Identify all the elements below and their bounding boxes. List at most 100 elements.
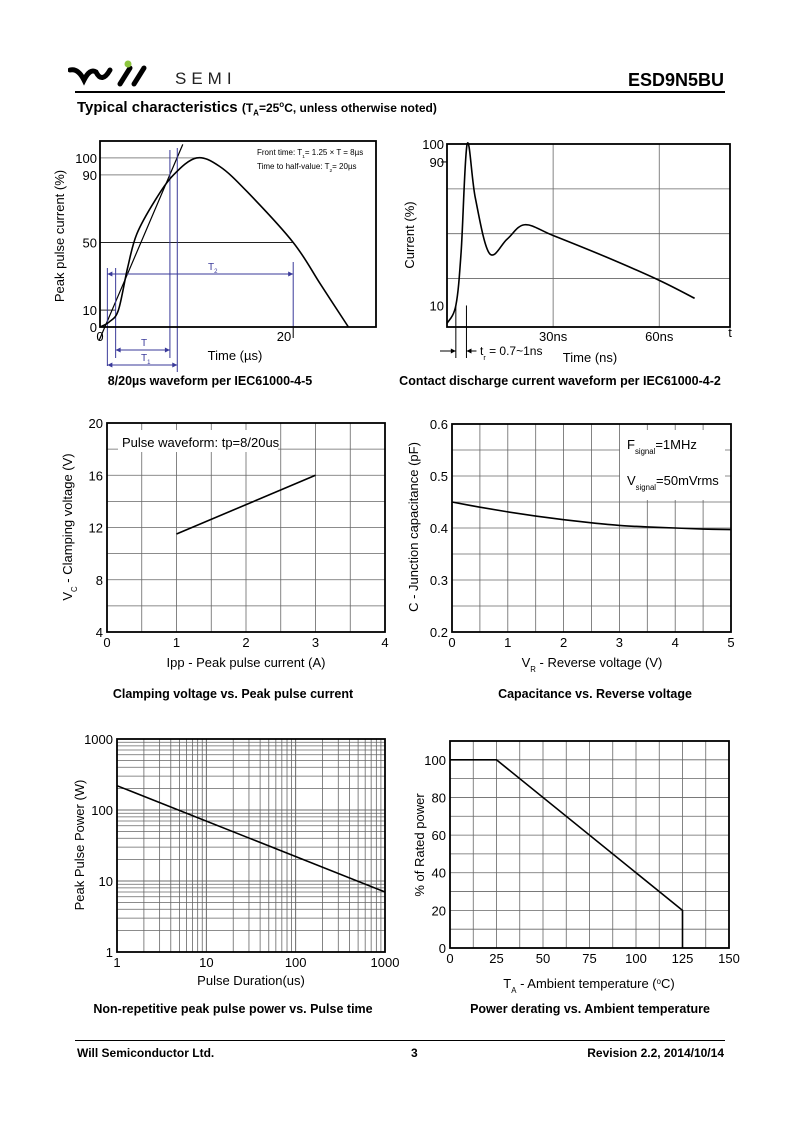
chart-caption-part: Contact discharge current waveform per I…	[399, 374, 721, 388]
x-axis-label: VR - Reverse voltage (V)	[522, 655, 663, 674]
y-tick-label-part: 10	[430, 298, 444, 313]
cond-open: (T	[241, 101, 254, 115]
chart-4: 0 1 2 3 4 50.20.30.40.50.6VR - Reverse voltag…	[406, 417, 735, 701]
T-arrow-arrowhead	[115, 347, 121, 353]
y-tick-label: 0.6	[430, 417, 448, 432]
x-tick-label: 0	[446, 951, 453, 966]
T1-arrow-arrowhead	[172, 362, 178, 368]
x-tick-label-part: 150	[718, 951, 740, 966]
gridlines	[450, 741, 729, 948]
y-tick-label-part: 1	[106, 945, 113, 960]
y-tick-label: 50	[83, 235, 97, 250]
x-tick-label-part: 4	[672, 635, 679, 650]
y-tick-label-part: 0	[439, 941, 446, 956]
x-axis-end-label: t	[728, 325, 732, 340]
x-tick-label-part: 125	[672, 951, 694, 966]
y-tick-label: 0	[439, 941, 446, 956]
chart-2: 30ns 60ns 10 90 100 t Time (ns) Current (%) Cont…	[399, 137, 732, 388]
x-tick-label: 1000	[371, 955, 400, 970]
chart-caption: 8/20µs waveform per IEC61000-4-5	[108, 374, 313, 388]
x-tick-label-part: 0	[96, 329, 103, 344]
y-axis-label: VC - Clamping voltage (V)	[60, 453, 79, 600]
signal-voltage-note-part: V	[627, 473, 636, 488]
y-tick-label-part: 20	[432, 903, 446, 918]
gridlines	[107, 423, 385, 632]
x-axis-label-part: Time (ns)	[563, 350, 617, 365]
y-tick-label-part: 50	[83, 235, 97, 250]
x-tick-label-part: 50	[536, 951, 550, 966]
T-label-part: T	[141, 338, 147, 349]
front-slope-line	[98, 144, 184, 341]
y-tick-label: 10	[83, 303, 97, 318]
plot-frame	[451, 423, 732, 633]
x-tick-label: 5	[727, 635, 734, 650]
y-tick-label-part: 10	[99, 874, 113, 889]
y-axis-label-part: C	[70, 586, 79, 592]
T2-label: T2	[208, 262, 218, 275]
series-line	[446, 142, 695, 324]
y-axis-label-part: % of Rated power	[412, 793, 427, 897]
front-time-note-part: 1	[302, 154, 305, 160]
y-tick-label-part: 100	[424, 753, 446, 768]
x-tick-label: 10	[199, 955, 213, 970]
y-axis-label-part: - Clamping voltage (V)	[60, 453, 75, 586]
signal-frequency-note-part: F	[627, 437, 635, 452]
chart-caption-part: Clamping voltage vs. Peak pulse current	[113, 687, 354, 701]
y-tick-label-part: 0	[90, 320, 97, 335]
chart-caption-part: 8/20µs waveform per IEC61000-4-5	[108, 374, 313, 388]
note-bg	[118, 430, 278, 452]
T-arrow-arrowhead	[164, 347, 170, 353]
y-axis-label-part: V	[60, 592, 75, 601]
y-axis-label-part: Current (%)	[402, 201, 417, 268]
x-tick-label-part: 3	[312, 635, 319, 650]
chart-caption: Power derating vs. Ambient temperature	[470, 1002, 710, 1016]
y-tick-label-part: 16	[89, 468, 103, 483]
x-tick-label: 4	[381, 635, 388, 650]
y-tick-label: 100	[422, 137, 444, 152]
y-tick-label: 100	[75, 151, 97, 166]
T1-arrow-arrowhead	[107, 362, 113, 368]
x-axis-label-part: - Ambient temperature (	[516, 976, 657, 991]
signal-voltage-note-part: signal	[636, 483, 657, 492]
y-axis-label: Current (%)	[402, 201, 417, 268]
half-time-note-part: 2	[329, 168, 332, 174]
y-tick-label-part: 100	[75, 151, 97, 166]
footer-divider	[75, 1040, 725, 1041]
plot-frame	[449, 740, 730, 949]
x-tick-label: 1	[504, 635, 511, 650]
chart-caption: Capacitance vs. Reverse voltage	[498, 687, 692, 701]
x-tick-label: 25	[489, 951, 503, 966]
x-tick-label-part: 0	[103, 635, 110, 650]
section-title-text: Typical characteristics	[77, 99, 238, 116]
x-tick-label-part: 2	[242, 635, 249, 650]
front-time-note-part: = 1.25 × T = 8µs	[305, 148, 363, 157]
y-tick-label: 100	[424, 753, 446, 768]
x-tick-label: 0	[103, 635, 110, 650]
y-tick-label-part: 20	[89, 416, 103, 431]
y-axis-label-part: Peak Pulse Power (W)	[72, 780, 87, 911]
T1-label-part: 1	[147, 360, 151, 366]
x-tick-label-part: 1	[504, 635, 511, 650]
x-tick-label: 2	[560, 635, 567, 650]
y-tick-label-part: 10	[83, 303, 97, 318]
y-tick-label-part: 1000	[84, 732, 113, 747]
footer-revision: Revision 2.2, 2014/10/14	[587, 1046, 724, 1060]
footer-company: Will Semiconductor Ltd.	[77, 1046, 215, 1060]
x-tick-label-part: 25	[489, 951, 503, 966]
y-axis-label-part: C - Junction capacitance (pF)	[406, 442, 421, 612]
y-tick-label-part: 12	[89, 521, 103, 536]
plot-frame	[446, 143, 731, 328]
y-tick-label: 10	[99, 874, 113, 889]
y-tick-label-part: 40	[432, 866, 446, 881]
half-time-note-part: Time to half-value: T	[257, 162, 330, 171]
series-line	[451, 501, 732, 531]
x-tick-label: 20	[277, 329, 291, 344]
front-time-note: Front time: T1= 1.25 × T = 8µs	[257, 148, 363, 160]
x-tick-label-part: 1000	[371, 955, 400, 970]
pulse-waveform-note-part: Pulse waveform: tp=8/20us	[122, 435, 280, 450]
y-axis-label: Peak Pulse Power (W)	[72, 780, 87, 911]
chart-caption: Clamping voltage vs. Peak pulse current	[113, 687, 354, 701]
y-tick-label-part: 90	[83, 168, 97, 183]
y-tick-label-part: 100	[91, 803, 113, 818]
